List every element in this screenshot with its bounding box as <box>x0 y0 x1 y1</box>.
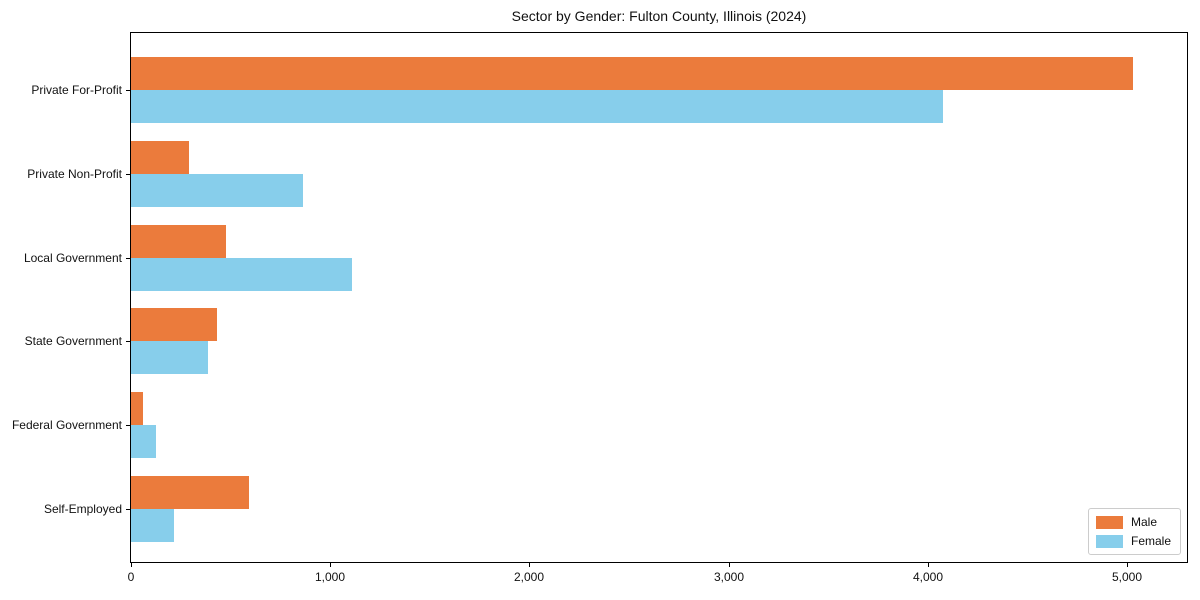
bar-female-local-government <box>131 258 352 291</box>
bar-male-federal-government <box>131 392 143 425</box>
legend-item-male: Male <box>1095 515 1171 529</box>
x-tick-label-5000: 5,000 <box>1111 570 1143 584</box>
x-tick-label-3000: 3,000 <box>713 570 745 584</box>
chart-title: Sector by Gender: Fulton County, Illinoi… <box>511 8 807 24</box>
y-axis-label-private-for-profit: Private For-Profit <box>31 83 122 97</box>
bar-male-private-non-profit <box>131 141 189 174</box>
x-tick-label-1000: 1,000 <box>314 570 346 584</box>
y-axis-label-local-government: Local Government <box>23 251 122 265</box>
x-tick-mark <box>729 563 730 567</box>
y-tick-mark <box>126 174 130 175</box>
y-tick-mark <box>126 425 130 426</box>
y-tick-mark <box>126 509 130 510</box>
legend-item-female: Female <box>1095 534 1171 548</box>
x-tick-label-4000: 4,000 <box>912 570 944 584</box>
x-tick-mark <box>1127 563 1128 567</box>
legend-swatch-female-icon <box>1095 534 1123 548</box>
bar-male-state-government <box>131 308 217 341</box>
y-tick-mark <box>126 341 130 342</box>
y-tick-mark <box>126 90 130 91</box>
bar-male-local-government <box>131 225 226 258</box>
y-axis-label-federal-government: Federal Government <box>11 418 122 432</box>
y-axis-label-self-employed: Self-Employed <box>43 502 122 516</box>
plot-area: Male Female <box>130 32 1188 563</box>
y-axis-label-private-non-profit: Private Non-Profit <box>27 167 122 181</box>
x-tick-mark <box>529 563 530 567</box>
bar-female-self-employed <box>131 509 174 542</box>
legend-label-female: Female <box>1130 534 1171 548</box>
bar-female-federal-government <box>131 425 156 458</box>
x-tick-mark <box>330 563 331 567</box>
x-tick-label-2000: 2,000 <box>513 570 545 584</box>
x-tick-mark <box>131 563 132 567</box>
legend: Male Female <box>1087 508 1181 555</box>
bar-male-self-employed <box>131 476 249 509</box>
bar-female-private-non-profit <box>131 174 303 207</box>
bar-female-state-government <box>131 341 208 374</box>
legend-swatch-male-icon <box>1095 515 1123 529</box>
y-tick-mark <box>126 258 130 259</box>
legend-label-male: Male <box>1130 515 1157 529</box>
x-tick-mark <box>928 563 929 567</box>
y-axis-label-state-government: State Government <box>24 334 122 348</box>
x-tick-label-0: 0 <box>127 570 135 584</box>
bar-female-private-for-profit <box>131 90 943 123</box>
bar-male-private-for-profit <box>131 57 1133 90</box>
